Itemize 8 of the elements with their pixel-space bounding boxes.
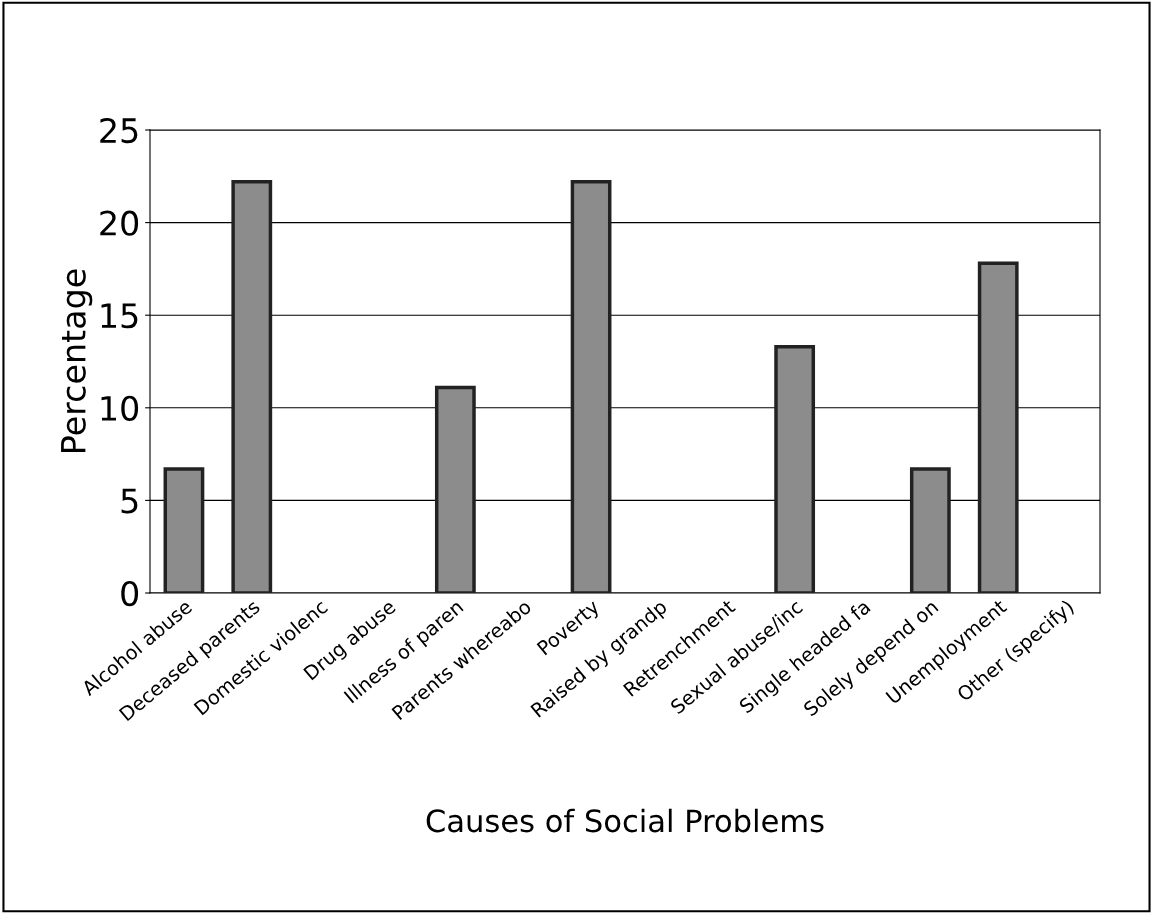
y-tick-label: 15	[101, 303, 138, 329]
y-tick-label: 20	[100, 210, 139, 236]
y-tick-label: 25	[100, 117, 138, 144]
y-axis-title: Percentage	[61, 269, 93, 452]
x-axis-title: Causes of Social Problems	[426, 808, 824, 833]
y-tick-label: 5	[121, 488, 138, 514]
y-tick-label: 10	[101, 395, 139, 421]
y-tick-label: 0	[121, 580, 139, 607]
